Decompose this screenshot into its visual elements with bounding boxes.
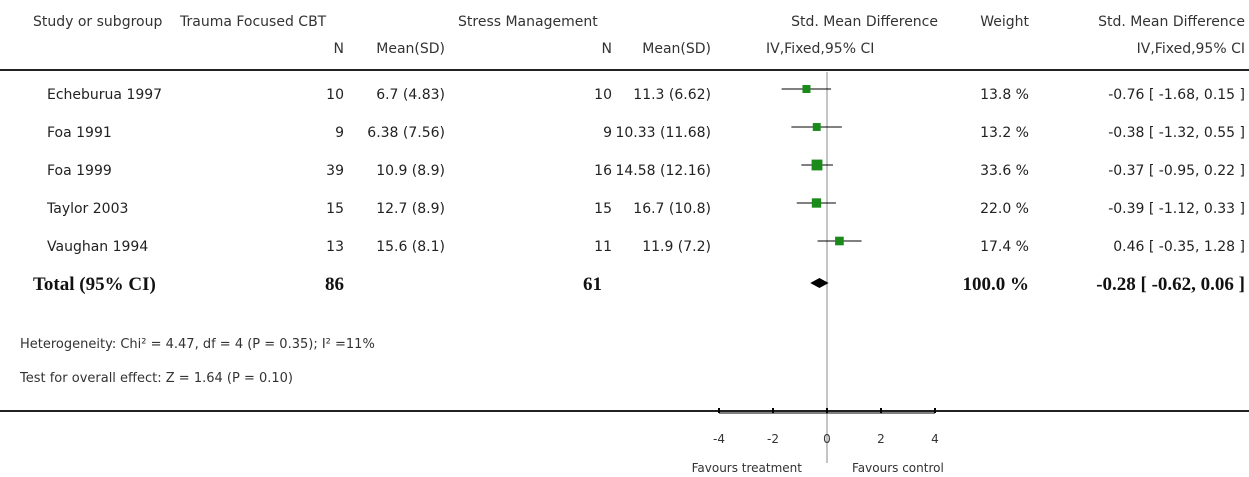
study-mean-sd2: 14.58 (12.16): [615, 163, 711, 179]
x-axis-tick-label: 2: [877, 432, 885, 446]
study-name: Foa 1991: [47, 125, 112, 141]
header-n1: N: [333, 41, 344, 57]
study-weight: 17.4 %: [980, 239, 1029, 255]
study-ci-text: -0.37 [ -0.95, 0.22 ]: [1108, 163, 1245, 179]
study-n2: 15: [594, 201, 612, 217]
study-n1: 9: [335, 125, 344, 141]
x-axis-tick-label: 4: [931, 432, 939, 446]
pooled-diamond: [810, 278, 829, 288]
header-weight: Weight: [980, 14, 1029, 30]
study-n2: 16: [594, 163, 612, 179]
favours-control-label: Favours control: [852, 461, 944, 475]
total-ci-text: -0.28 [ -0.62, 0.06 ]: [1096, 274, 1245, 295]
header-group2: Stress Management: [458, 14, 598, 30]
study-weight: 33.6 %: [980, 163, 1029, 179]
study-mean-sd2: 11.9 (7.2): [642, 239, 711, 255]
study-marker: [811, 159, 823, 171]
study-mean-sd2: 16.7 (10.8): [633, 201, 711, 217]
total-n2: 61: [583, 274, 602, 295]
study-mean-sd1: 6.7 (4.83): [376, 87, 445, 103]
total-n1: 86: [325, 274, 344, 295]
header-group1: Trauma Focused CBT: [180, 14, 327, 30]
study-name: Echeburua 1997: [47, 87, 163, 103]
header-n2: N: [601, 41, 612, 57]
header-meansd2: Mean(SD): [642, 41, 711, 57]
overall-effect-text: Test for overall effect: Z = 1.64 (P = 0…: [20, 371, 293, 386]
header-rule: [0, 69, 1249, 71]
study-n1: 15: [326, 201, 344, 217]
header-effect2: Std. Mean Difference: [1098, 14, 1245, 30]
study-ci-text: 0.46 [ -0.35, 1.28 ]: [1113, 239, 1245, 255]
study-n2: 9: [603, 125, 612, 141]
study-mean-sd1: 12.7 (8.9): [376, 201, 445, 217]
x-axis-tick-label: -2: [767, 432, 779, 446]
favours-treatment-label: Favours treatment: [691, 461, 802, 475]
study-mean-sd1: 15.6 (8.1): [376, 239, 445, 255]
study-n2: 10: [594, 87, 612, 103]
study-ci-text: -0.76 [ -1.68, 0.15 ]: [1108, 87, 1245, 103]
footer-rule: [0, 410, 1249, 412]
heterogeneity-text: Heterogeneity: Chi² = 4.47, df = 4 (P = …: [20, 337, 375, 352]
study-n1: 10: [326, 87, 344, 103]
study-name: Foa 1999: [47, 163, 112, 179]
header-meansd1: Mean(SD): [376, 41, 445, 57]
study-name: Taylor 2003: [47, 201, 129, 217]
total-weight: 100.0 %: [962, 274, 1030, 295]
study-n1: 39: [326, 163, 344, 179]
study-n1: 13: [326, 239, 344, 255]
study-weight: 22.0 %: [980, 201, 1029, 217]
header-effect: Std. Mean Difference: [791, 14, 938, 30]
total-label: Total (95% CI): [33, 274, 156, 295]
study-marker: [812, 123, 821, 131]
x-axis-tick-label: -4: [713, 432, 725, 446]
study-mean-sd2: 10.33 (11.68): [615, 125, 711, 141]
study-weight: 13.2 %: [980, 125, 1029, 141]
x-axis-tick-label: 0: [823, 432, 831, 446]
header-method2: IV,Fixed,95% CI: [1136, 41, 1245, 57]
study-mean-sd2: 11.3 (6.62): [633, 87, 711, 103]
study-n2: 11: [594, 239, 612, 255]
study-marker: [835, 236, 844, 246]
study-weight: 13.8 %: [980, 87, 1029, 103]
header-method: IV,Fixed,95% CI: [766, 41, 875, 57]
study-marker: [811, 198, 822, 208]
study-mean-sd1: 10.9 (8.9): [376, 163, 445, 179]
study-marker: [802, 84, 811, 94]
study-name: Vaughan 1994: [47, 239, 149, 255]
header-study: Study or subgroup: [33, 14, 163, 30]
study-ci-text: -0.38 [ -1.32, 0.55 ]: [1108, 125, 1245, 141]
study-ci-text: -0.39 [ -1.12, 0.33 ]: [1108, 201, 1245, 217]
study-mean-sd1: 6.38 (7.56): [367, 125, 445, 141]
